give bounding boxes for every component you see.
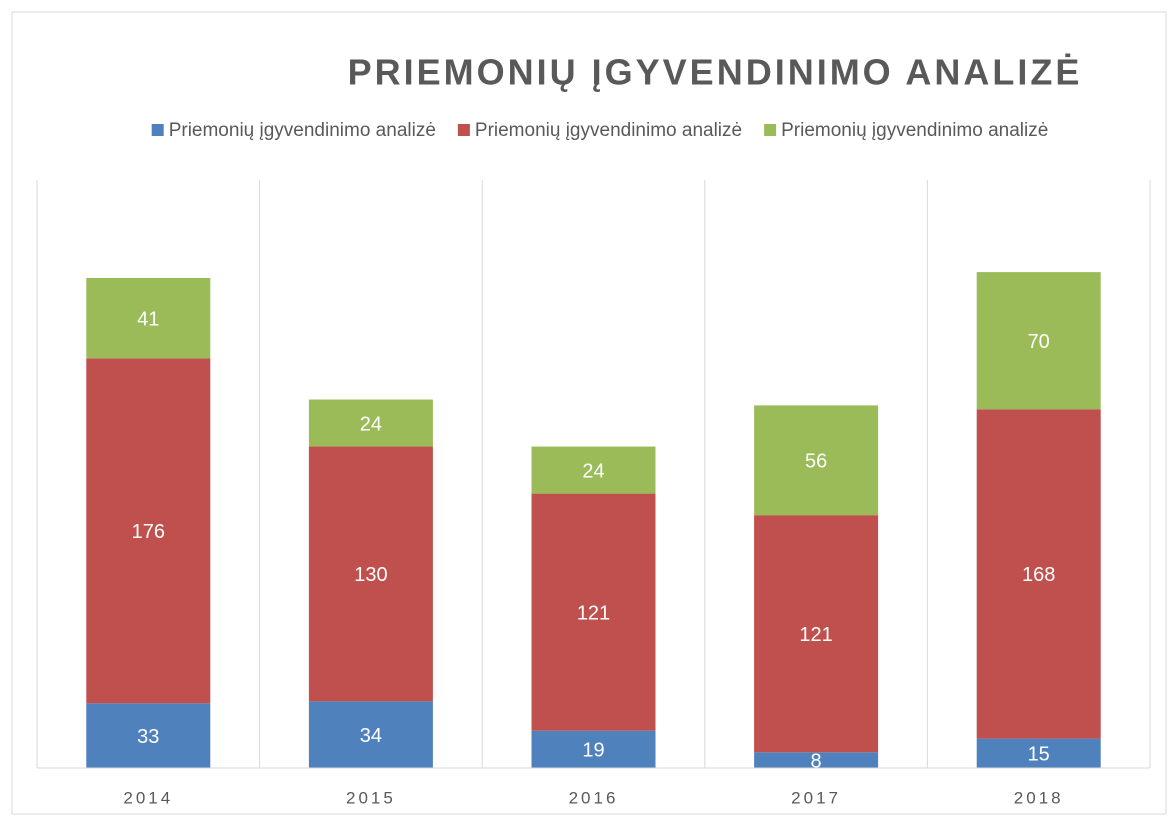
legend: Priemonių įgyvendinimo analizė Priemonių … [151, 120, 1048, 141]
legend-swatch [151, 124, 164, 136]
legend-label: Priemonių įgyvendinimo analizė [781, 120, 1048, 141]
bar-segment [308, 701, 433, 768]
bar-segment [976, 738, 1101, 768]
chart-title: PRIEMONIŲ ĮGYVENDINIMO ANALIZĖ [348, 52, 1083, 93]
x-tick-label: 2014 [123, 788, 173, 807]
data-label: 56 [805, 451, 827, 473]
data-label: 34 [360, 725, 382, 747]
x-tick-label: 2015 [346, 788, 396, 807]
bar-segment [308, 446, 433, 702]
bar-segment [531, 493, 656, 731]
data-label: 176 [132, 521, 165, 543]
bar-segment [976, 272, 1101, 410]
bar-segment [86, 703, 211, 768]
legend-swatch [764, 124, 777, 136]
x-tick-label: 2018 [1014, 788, 1064, 807]
legend-label: Priemonių įgyvendinimo analizė [169, 120, 436, 141]
data-label: 41 [137, 308, 159, 330]
data-label: 8 [811, 750, 822, 772]
data-label: 19 [582, 740, 604, 762]
bar-segment [754, 405, 879, 516]
bar-segment [976, 409, 1101, 739]
data-label: 24 [360, 413, 382, 435]
x-tick-label: 2017 [791, 788, 841, 807]
data-label: 168 [1022, 564, 1055, 586]
bar-segment [754, 515, 879, 753]
data-label: 130 [354, 564, 387, 586]
bar-segment [86, 278, 211, 359]
bar-segment [86, 358, 211, 704]
bar-segment [308, 399, 433, 447]
bar-segment [531, 446, 656, 494]
data-label: 121 [799, 624, 832, 646]
data-label: 33 [137, 726, 159, 748]
data-label: 24 [582, 460, 604, 482]
data-label: 15 [1028, 744, 1050, 766]
bar-segment [754, 752, 879, 768]
data-label: 121 [577, 602, 610, 624]
legend-label: Priemonių įgyvendinimo analizė [475, 120, 742, 141]
bar-segment [531, 730, 656, 768]
x-tick-label: 2016 [569, 788, 619, 807]
legend-swatch [457, 124, 470, 136]
data-label: 70 [1028, 331, 1050, 353]
